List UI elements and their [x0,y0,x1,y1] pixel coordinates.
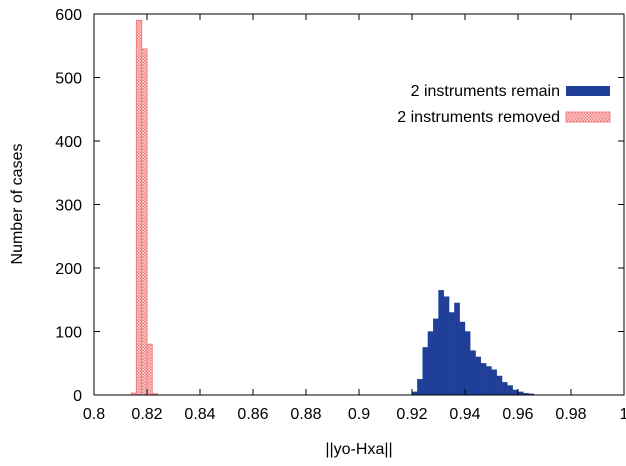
legend-label-remain: 2 instruments remain [411,83,560,100]
x-tick-label: 1 [620,406,626,423]
bar-series-1-bin-1 [135,19,143,396]
x-tick-label: 0.92 [396,406,427,423]
bar-series-0-bin-5 [438,290,444,396]
bar-series-0-bin-7 [448,312,455,396]
legend-swatch-removed [565,111,611,123]
x-tick-label: 0.98 [555,406,586,423]
x-axis-label: ||yo-Hxa|| [325,441,392,458]
bar-series-0-bin-15 [491,369,497,396]
histogram-bars [130,19,535,396]
x-tick-label: 0.84 [184,406,215,423]
bar-series-0-bin-12 [475,356,482,396]
legend-label-removed: 2 instruments removed [397,109,560,126]
y-tick-label: 600 [55,7,82,24]
x-tick-label: 0.8 [83,406,105,423]
plot-frame [93,13,625,396]
bar-series-0-bin-19 [512,389,519,396]
bar-series-0-bin-8 [454,302,460,396]
bar-series-1-bin-3 [146,343,153,396]
bar-series-0-bin-2 [422,347,429,396]
bar-series-0-bin-9 [459,321,466,396]
bar-series-0-bin-1 [417,378,423,396]
legend-swatch-remain [566,86,610,96]
bar-series-0-bin-6 [443,296,450,396]
bar-series-0-bin-16 [496,375,503,396]
x-tick-label: 0.9 [348,406,370,423]
bar-series-0-bin-3 [427,331,434,396]
x-tick-label: 0.88 [290,406,321,423]
x-tick-label: 0.82 [131,406,162,423]
bar-series-0-bin-10 [464,331,471,396]
bar-series-0-bin-17 [501,382,508,396]
bar-series-0-bin-14 [486,366,492,396]
y-tick-label: 200 [55,261,82,278]
y-tick-label: 500 [55,71,82,88]
x-tick-label: 0.96 [502,406,533,423]
bar-series-1-bin-2 [141,48,148,396]
legend: 2 instruments remain 2 instruments remov… [397,83,611,126]
y-tick-label: 0 [73,388,82,405]
y-tick-label: 100 [55,325,82,342]
axis-ticks: 0.8 0.82 0.84 0.86 0.88 0.9 0.92 0.94 0.96 0.98 10… [55,7,626,423]
bar-series-0-bin-4 [433,318,439,396]
bar-series-0-bin-13 [480,363,487,396]
bar-series-0-bin-18 [507,385,513,396]
x-tick-label: 0.94 [449,406,480,423]
y-axis-label: Number of cases [9,144,26,265]
bar-series-0-bin-11 [470,350,476,396]
x-tick-label: 0.86 [237,406,268,423]
y-tick-label: 300 [55,198,82,215]
y-tick-label: 400 [55,134,82,151]
